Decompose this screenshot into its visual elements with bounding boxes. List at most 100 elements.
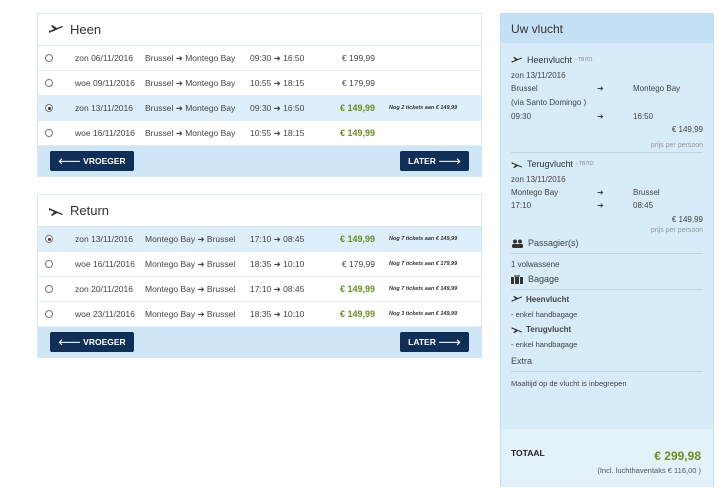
outbound-later-button[interactable]: LATER 🡒 [400, 151, 469, 171]
flight-date: zon 06/11/2016 [75, 53, 133, 63]
summary-total-block: TOTAAL € 299,98 (Incl. luchthaventaks € … [501, 429, 713, 487]
ticket-availability-note: Nog 3 tickets aan € 149,99 [389, 311, 458, 317]
outbound-nav-bar: 🡐 VROEGER LATER 🡒 [38, 146, 481, 176]
flight-route: Montego Bay ➜ Brussel [145, 233, 236, 244]
flight-route: Montego Bay ➜ Brussel [145, 283, 236, 294]
flight-select-radio[interactable] [45, 235, 53, 243]
summary-return-arrow: ➜ [597, 188, 604, 197]
flight-time: 09:30 ➜ 16:50 [250, 52, 305, 63]
flight-select-radio[interactable] [45, 285, 53, 293]
summary-baggage-ret-label: Terugvlucht [526, 325, 572, 334]
outbound-title: Heen [70, 22, 102, 37]
summary-return-per-person: prijs per persoon [650, 227, 703, 234]
summary-baggage-out-label: Heenvlucht [526, 295, 570, 304]
summary-extra-value: Maaltijd op de vlucht is inbegrepen [511, 379, 627, 388]
flight-select-radio[interactable] [45, 79, 53, 87]
flight-date: zon 20/11/2016 [75, 284, 133, 294]
flight-price: € 149,99 [339, 103, 375, 113]
summary-return-details: zon 13/11/2016 Montego Bay ➜ Brussel 17:… [511, 175, 703, 224]
divider [511, 371, 703, 372]
ticket-availability-note: Nog 7 tickets aan € 149,99 [389, 236, 458, 242]
plane-takeoff-icon [511, 56, 523, 63]
passengers-icon [512, 239, 523, 248]
flight-option-row[interactable]: woe 16/11/2016 Montego Bay ➜ Brussel 18:35… [38, 252, 481, 277]
summary-passengers-label: Passagier(s) [528, 238, 579, 248]
summary-return-arrow-2: ➜ [597, 201, 604, 210]
summary-total-value: € 299,98 [654, 449, 701, 463]
flight-route: Brussel ➜ Montego Bay [145, 102, 236, 113]
flight-option-row[interactable]: zon 13/11/2016 Brussel ➜ Montego Bay 09:30… [38, 96, 481, 121]
flight-select-radio[interactable] [45, 104, 53, 112]
summary-baggage-ret-header: Terugvlucht [511, 325, 703, 334]
flight-time: 10:55 ➜ 18:15 [250, 127, 305, 138]
return-later-button[interactable]: LATER 🡒 [400, 332, 469, 352]
flight-date: zon 13/11/2016 [75, 234, 133, 244]
summary-total-note: (Incl. luchthaventaks € 116,00 ) [597, 466, 701, 475]
summary-outbound-arr: 16:50 [633, 112, 654, 121]
summary-passengers-header: Passagier(s) [511, 238, 703, 248]
flight-option-row[interactable]: woe 16/11/2016 Brussel ➜ Montego Bay 10:55… [38, 121, 481, 146]
flight-price: € 149,99 [339, 309, 375, 319]
flight-select-radio[interactable] [45, 54, 53, 62]
flight-price: € 179,99 [341, 259, 375, 269]
summary-outbound-from: Brussel [511, 84, 538, 93]
flight-price: € 149,99 [339, 234, 375, 244]
flight-select-radio[interactable] [45, 310, 53, 318]
flight-date: woe 23/11/2016 [75, 309, 135, 319]
plane-landing-icon [511, 161, 523, 168]
flight-option-row[interactable]: zon 13/11/2016 Montego Bay ➜ Brussel 17:10… [38, 227, 481, 252]
summary-outbound-arrow: ➜ [597, 84, 604, 93]
ticket-availability-note: Nog 2 tickets aan € 149,99 [389, 105, 458, 111]
flight-option-row[interactable]: zon 06/11/2016 Brussel ➜ Montego Bay 09:30… [38, 46, 481, 71]
ticket-availability-note: Nog 7 tickets aan € 179,99 [389, 261, 458, 267]
flight-time: 18:35 ➜ 10:10 [250, 258, 305, 269]
summary-outbound-via: (via Santo Domingo ) [511, 98, 587, 107]
summary-outbound-price: € 149,99 [671, 125, 703, 134]
divider [511, 253, 703, 254]
summary-outbound-code: - TB701 [575, 57, 593, 63]
summary-outbound-arrow-2: ➜ [597, 112, 604, 121]
flight-date: zon 13/11/2016 [75, 103, 133, 113]
return-panel: Return zon 13/11/2016 Montego Bay ➜ Bruss… [37, 194, 482, 358]
flight-select-radio[interactable] [45, 129, 53, 137]
flight-route: Brussel ➜ Montego Bay [145, 52, 236, 63]
flight-price: € 179,99 [341, 78, 375, 88]
summary-return-header: Terugvlucht - TB702 [511, 159, 703, 169]
divider [511, 289, 703, 290]
flight-time: 17:10 ➜ 08:45 [250, 283, 305, 294]
flight-option-row[interactable]: woe 23/11/2016 Montego Bay ➜ Brussel 18:35… [38, 302, 481, 327]
flight-date: woe 09/11/2016 [75, 78, 135, 88]
plane-takeoff-icon [49, 24, 63, 33]
flight-option-row[interactable]: zon 20/11/2016 Montego Bay ➜ Brussel 17:10… [38, 277, 481, 302]
outbound-panel: Heen zon 06/11/2016 Brussel ➜ Montego Bay… [37, 13, 482, 177]
flight-select-radio[interactable] [45, 260, 53, 268]
summary-baggage-ret-value: - enkel handbagage [511, 340, 578, 349]
flight-date: woe 16/11/2016 [75, 128, 135, 138]
flight-option-row[interactable]: woe 09/11/2016 Brussel ➜ Montego Bay 10:55… [38, 71, 481, 96]
summary-outbound-details: zon 13/11/2016 Brussel ➜ Montego Bay (vi… [511, 71, 703, 141]
flight-route: Montego Bay ➜ Brussel [145, 308, 236, 319]
return-nav-bar: 🡐 VROEGER LATER 🡒 [38, 327, 481, 357]
summary-return-label: Terugvlucht [527, 159, 574, 169]
flight-price: € 149,99 [339, 128, 375, 138]
summary-extra-label: Extra [511, 356, 533, 366]
divider [511, 152, 703, 153]
flight-route: Brussel ➜ Montego Bay [145, 77, 236, 88]
summary-return-dep: 17:10 [511, 201, 532, 210]
summary-baggage-label: Bagage [528, 274, 560, 284]
summary-outbound-label: Heenvlucht [527, 55, 573, 65]
summary-return-from: Montego Bay [511, 188, 559, 197]
flight-date: woe 16/11/2016 [75, 259, 135, 269]
plane-landing-icon [511, 327, 523, 334]
summary-outbound-to: Montego Bay [633, 84, 681, 93]
return-earlier-button[interactable]: 🡐 VROEGER [50, 332, 134, 352]
summary-passengers-value: 1 volwassene [511, 260, 560, 269]
summary-title: Uw vlucht [501, 14, 713, 43]
flight-time: 10:55 ➜ 18:15 [250, 77, 305, 88]
summary-return-code: - TB702 [576, 161, 594, 167]
summary-outbound-per-person: prijs per persoon [650, 142, 703, 149]
outbound-earlier-button[interactable]: 🡐 VROEGER [50, 151, 134, 171]
suitcase-icon [511, 274, 523, 284]
summary-outbound-dep: 09:30 [511, 112, 532, 121]
summary-return-to: Brussel [633, 188, 660, 197]
